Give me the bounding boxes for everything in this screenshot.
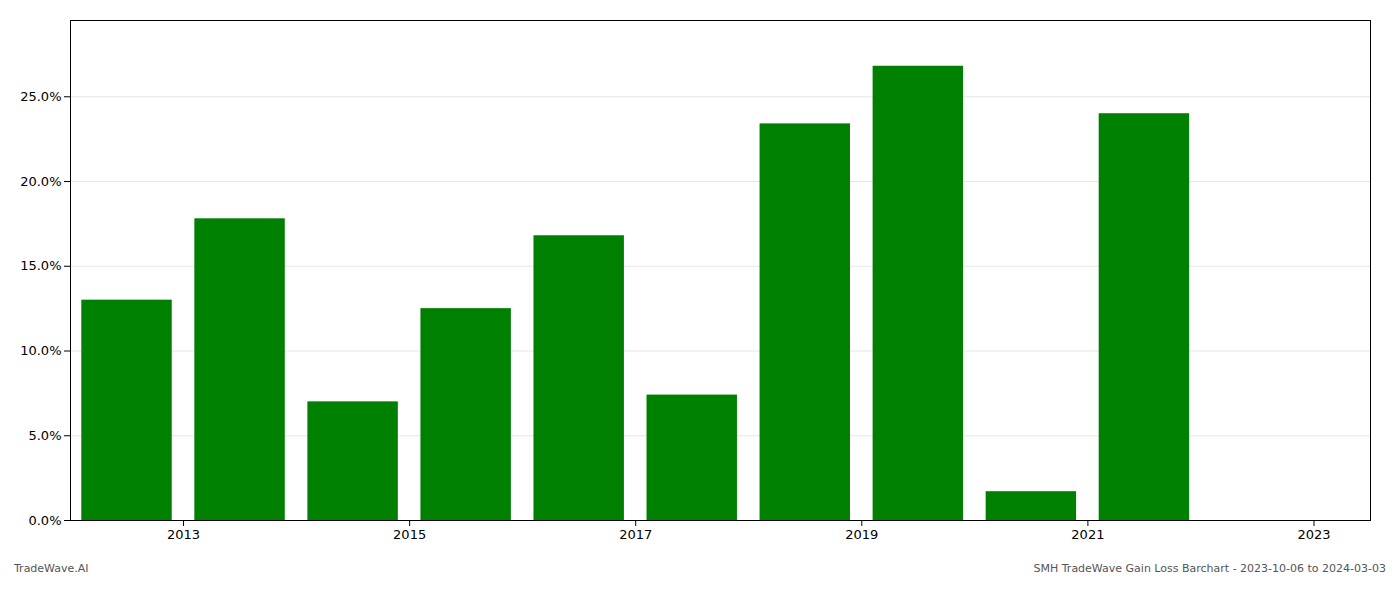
html-text:SMH TradeWave Gain Loss Barcha: SMH TradeWave Gain Loss Barchart - 2023-… xyxy=(1033,562,1386,575)
svg-text:0.0%: 0.0% xyxy=(28,513,61,528)
svg-text:2013: 2013 xyxy=(167,527,200,542)
svg-text:2021: 2021 xyxy=(1071,527,1104,542)
html-text:TradeWave.AI: TradeWave.AI xyxy=(14,562,89,575)
svg-text:25.0%: 25.0% xyxy=(20,89,61,104)
svg-text:2019: 2019 xyxy=(845,527,878,542)
svg-text:2023: 2023 xyxy=(1297,527,1330,542)
svg-text:2015: 2015 xyxy=(393,527,426,542)
svg-text:20.0%: 20.0% xyxy=(20,174,61,189)
svg-text:5.0%: 5.0% xyxy=(28,428,61,443)
svg-text:15.0%: 15.0% xyxy=(20,258,61,273)
svg-text:10.0%: 10.0% xyxy=(20,343,61,358)
svg-text:2017: 2017 xyxy=(619,527,652,542)
